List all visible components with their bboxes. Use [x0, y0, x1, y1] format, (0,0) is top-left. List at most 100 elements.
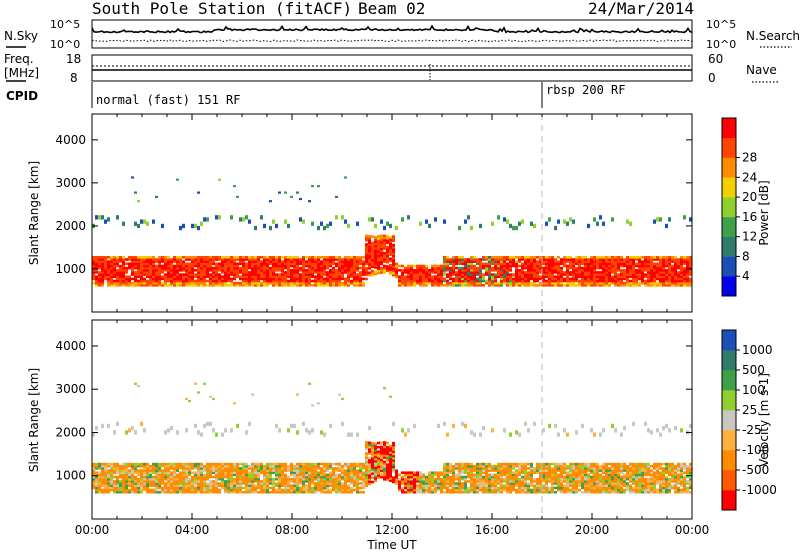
heatmap-cell [254, 277, 257, 281]
heatmap-cell [176, 264, 179, 268]
heatmap-cell [272, 469, 275, 472]
heatmap-cell [584, 486, 587, 490]
heatmap-cell [155, 484, 158, 487]
heatmap-cell [326, 277, 329, 281]
heatmap-cell [203, 277, 206, 281]
heatmap-cell [437, 279, 440, 283]
heatmap-cell [341, 473, 344, 477]
heatmap-cell [551, 469, 554, 472]
heatmap-cell [179, 482, 182, 485]
heatmap-cell [287, 223, 290, 229]
heatmap-cell [272, 277, 275, 281]
heatmap-cell [320, 273, 323, 276]
heatmap-cell [155, 266, 158, 270]
heatmap-cell [311, 488, 314, 492]
heatmap-cell [140, 464, 143, 468]
heatmap-cell [446, 462, 449, 466]
heatmap-cell [686, 279, 689, 283]
heatmap-cell [392, 261, 395, 264]
heatmap-cell [377, 472, 380, 475]
heatmap-cell [431, 269, 434, 272]
heatmap-cell [314, 486, 317, 490]
heatmap-cell [164, 277, 167, 281]
heatmap-cell [425, 477, 428, 481]
heatmap-cell [623, 260, 626, 263]
heatmap-cell [143, 471, 146, 474]
heatmap-cell [152, 464, 155, 468]
heatmap-cell [545, 467, 548, 470]
heatmap-cell [257, 264, 260, 268]
heatmap-cell [527, 484, 530, 487]
heatmap-cell [344, 284, 347, 287]
heatmap-cell [386, 258, 389, 262]
heatmap-cell [356, 264, 359, 268]
heatmap-cell [263, 473, 266, 477]
heatmap-cell [308, 258, 311, 261]
heatmap-cell [236, 262, 239, 266]
heatmap-cell [464, 260, 467, 263]
heatmap-cell [296, 258, 299, 261]
heatmap-cell [194, 490, 197, 494]
heatmap-cell [230, 264, 233, 268]
heatmap-cell [383, 475, 386, 479]
heatmap-cell [578, 262, 581, 266]
heatmap-cell [266, 279, 269, 283]
heatmap-cell [119, 275, 122, 278]
heatmap-cell [629, 260, 632, 263]
heatmap-cell [104, 488, 107, 492]
heatmap-cell [557, 256, 560, 259]
heatmap-cell [545, 258, 548, 261]
heatmap-cell [470, 486, 473, 490]
heatmap-cell [446, 471, 449, 474]
heatmap-cell [533, 266, 536, 270]
heatmap-cell [305, 264, 308, 268]
heatmap-cell [275, 281, 278, 285]
heatmap-cell [194, 464, 197, 468]
heatmap-cell [521, 264, 524, 268]
heatmap-cell [137, 284, 140, 287]
heatmap-cell [134, 284, 137, 287]
heatmap-cell [425, 475, 428, 479]
heatmap-cell [143, 467, 146, 470]
heatmap-cell [548, 473, 551, 477]
heatmap-cell [200, 273, 203, 276]
heatmap-cell [170, 279, 173, 283]
heatmap-cell [332, 277, 335, 281]
heatmap-cell [518, 471, 521, 474]
heatmap-cell [290, 273, 293, 276]
heatmap-cell [419, 264, 422, 268]
heatmap-cell [371, 259, 374, 262]
heatmap-cell [668, 266, 671, 270]
heatmap-cell [473, 477, 476, 481]
heatmap-cell [227, 488, 230, 492]
heatmap-cell [548, 423, 551, 429]
heatmap-cell [116, 488, 119, 492]
heatmap-cell [191, 464, 194, 468]
heatmap-cell [101, 264, 104, 268]
heatmap-cell [92, 471, 95, 474]
heatmap-cell [470, 281, 473, 285]
heatmap-cell [623, 264, 626, 268]
heatmap-cell [461, 262, 464, 266]
heatmap-cell [134, 281, 137, 285]
heatmap-cell [122, 464, 125, 468]
heatmap-cell [359, 490, 362, 494]
heatmap-cell [266, 269, 269, 272]
heatmap-cell [179, 473, 182, 477]
heatmap-cell [458, 262, 461, 266]
heatmap-cell [350, 432, 353, 437]
heatmap-cell [497, 264, 500, 268]
heatmap-cell [206, 266, 209, 270]
heatmap-cell [365, 465, 368, 468]
heatmap-cell [194, 477, 197, 481]
heatmap-cell [362, 269, 365, 272]
heatmap-cell [380, 251, 383, 255]
heatmap-cell [632, 271, 635, 274]
heatmap-cell [248, 464, 251, 468]
heatmap-cell [575, 475, 578, 479]
heatmap-cell [224, 488, 227, 492]
heatmap-cell [452, 484, 455, 487]
heatmap-cell [554, 277, 557, 281]
heatmap-cell [242, 482, 245, 485]
heatmap-cell [371, 448, 374, 451]
